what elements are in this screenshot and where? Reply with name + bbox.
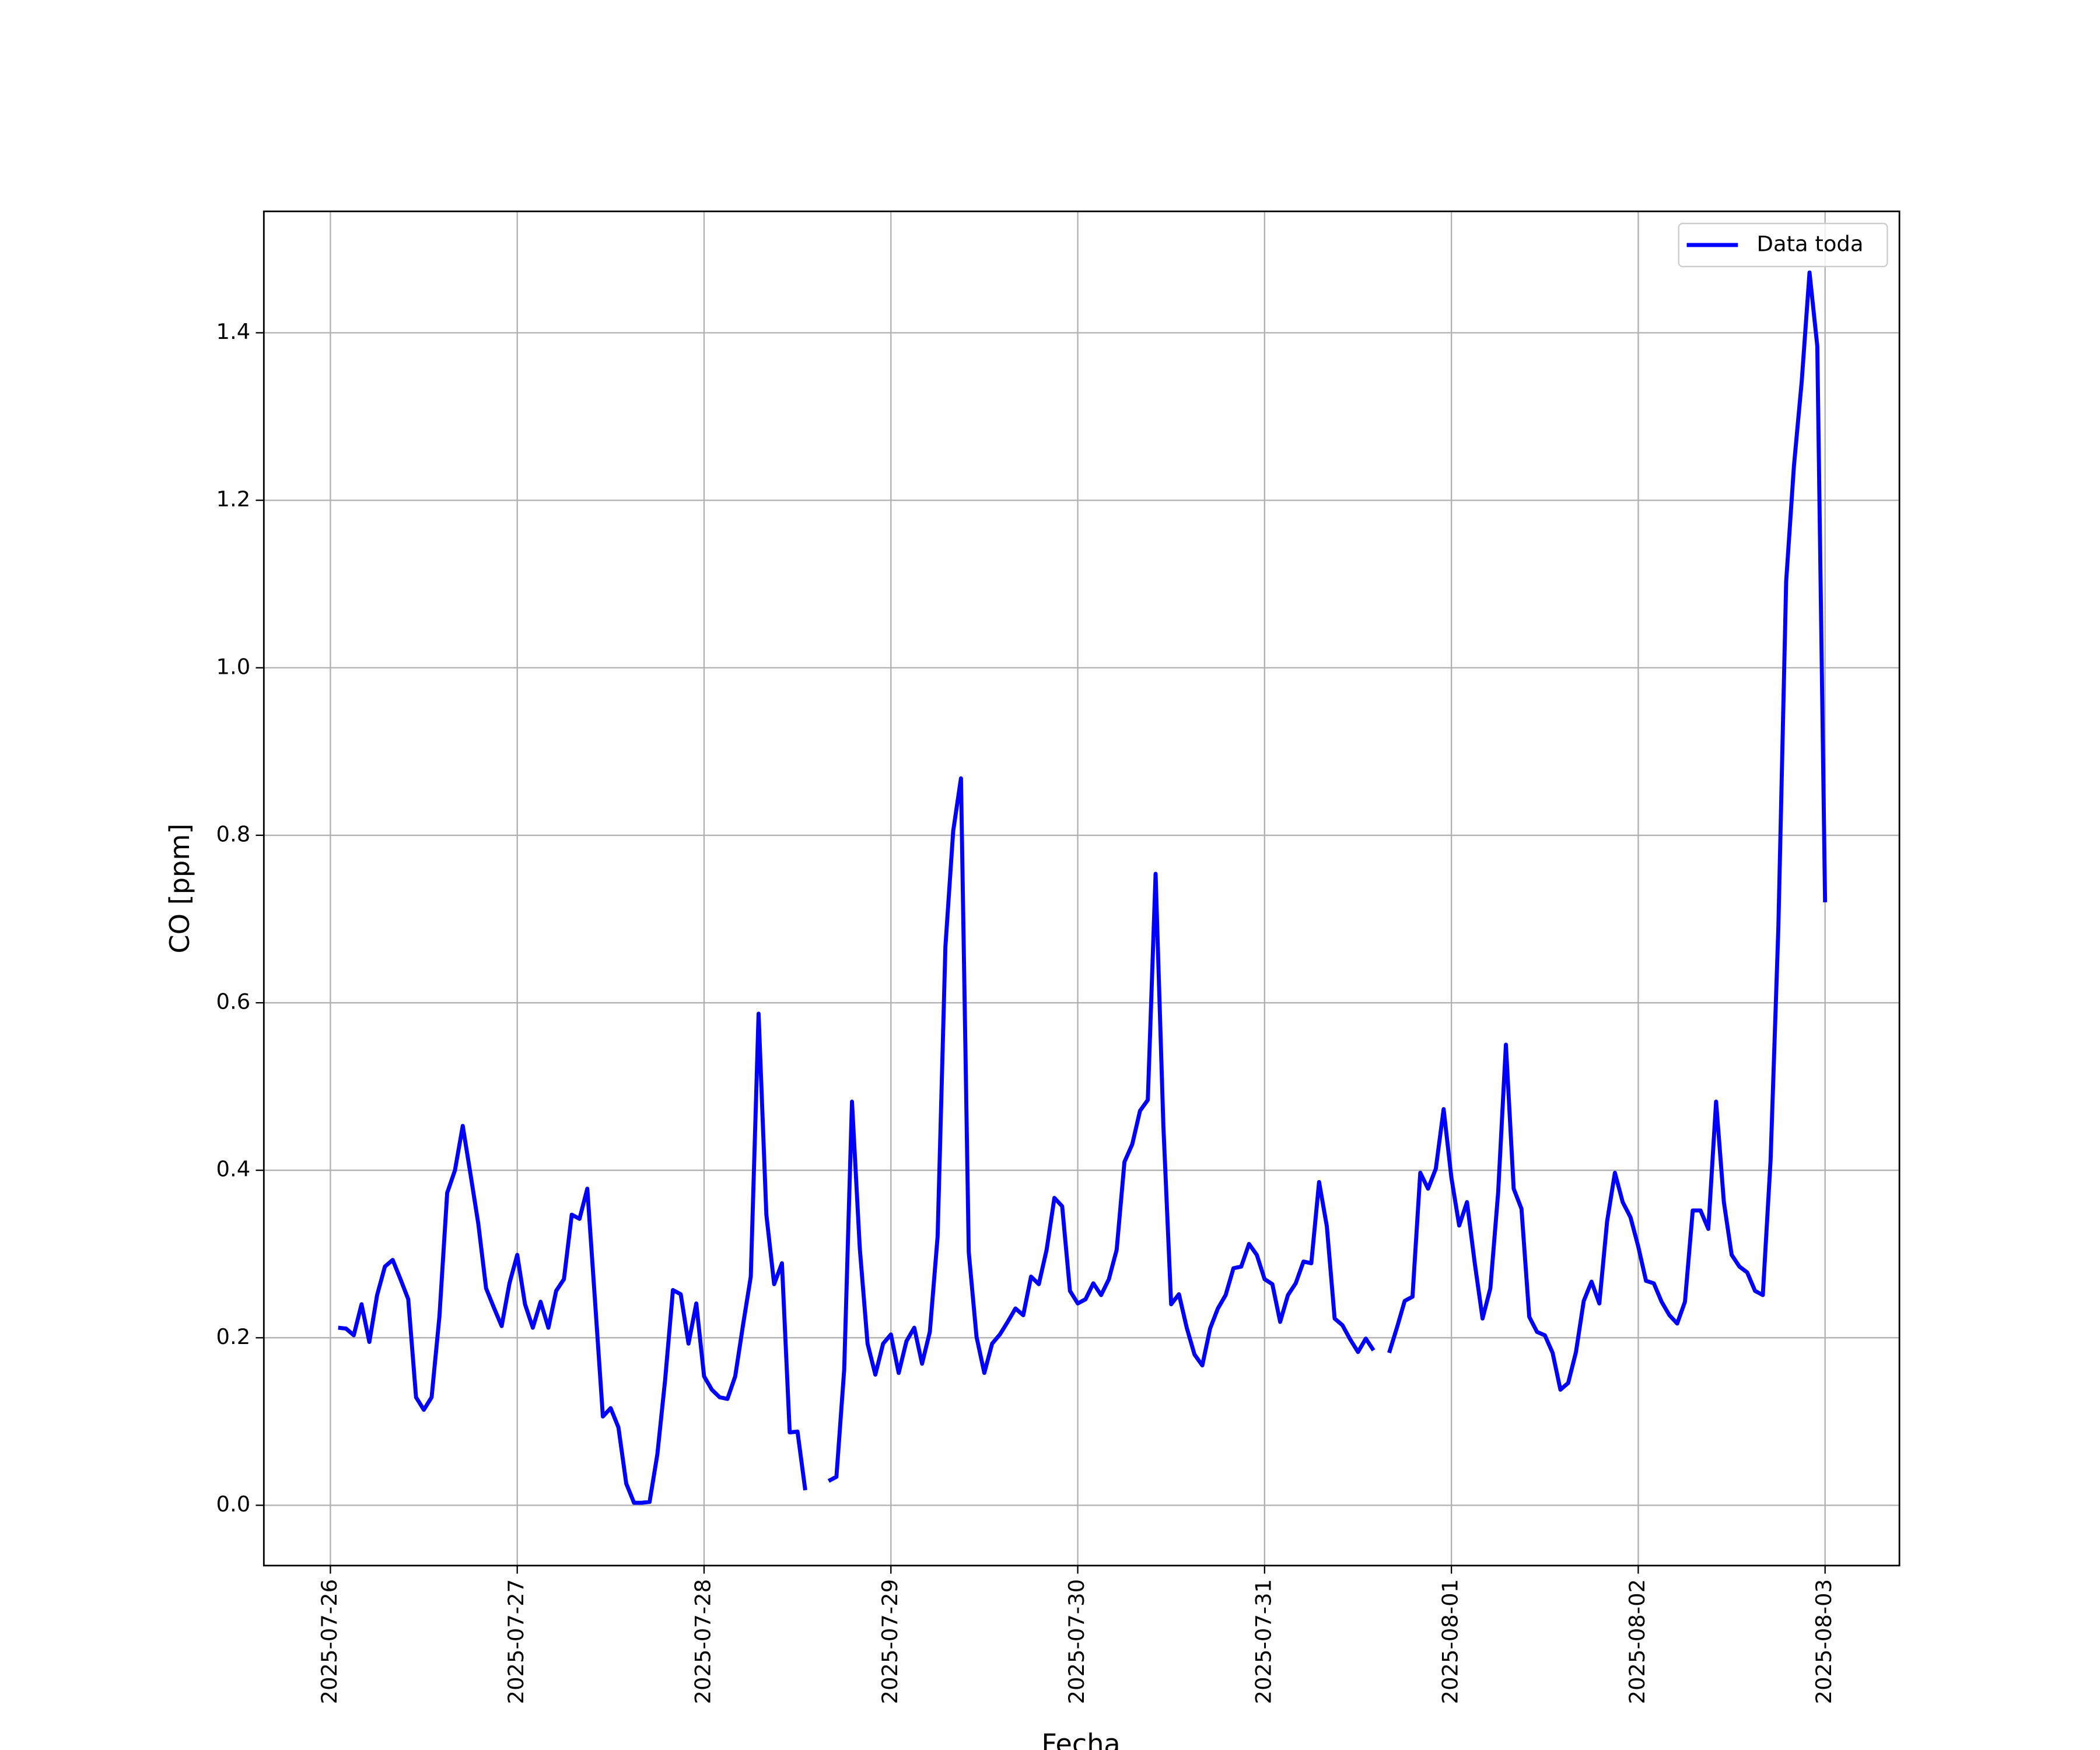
x-tick-label: 2025-07-31 <box>1251 1579 1276 1704</box>
x-tick-label: 2025-07-26 <box>317 1579 342 1704</box>
x-tick-label: 2025-08-03 <box>1811 1579 1836 1704</box>
y-tick-label: 0.8 <box>216 821 251 846</box>
x-axis-label: Fecha <box>1041 1728 1120 1750</box>
legend-label: Data toda <box>1757 232 1864 257</box>
x-tick-label: 2025-08-02 <box>1625 1579 1650 1704</box>
y-tick-label: 0.0 <box>216 1492 251 1517</box>
y-tick-label: 1.0 <box>216 654 251 679</box>
x-tick-label: 2025-07-27 <box>503 1579 528 1704</box>
y-tick-label: 0.6 <box>216 989 251 1014</box>
x-tick-label: 2025-07-29 <box>877 1579 902 1704</box>
y-tick-label: 0.2 <box>216 1324 251 1349</box>
y-axis-label: CO [ppm] <box>164 824 195 954</box>
x-tick-label: 2025-08-01 <box>1438 1579 1463 1704</box>
y-tick-label: 0.4 <box>216 1157 251 1182</box>
y-tick-label: 1.4 <box>216 319 251 344</box>
legend-box <box>1678 222 1888 268</box>
x-tick-label: 2025-07-30 <box>1064 1579 1089 1704</box>
data-line <box>338 270 1828 1505</box>
x-tick-label: 2025-07-28 <box>690 1579 715 1704</box>
plot-frame <box>262 210 1901 1567</box>
y-tick-label: 1.2 <box>216 487 251 512</box>
